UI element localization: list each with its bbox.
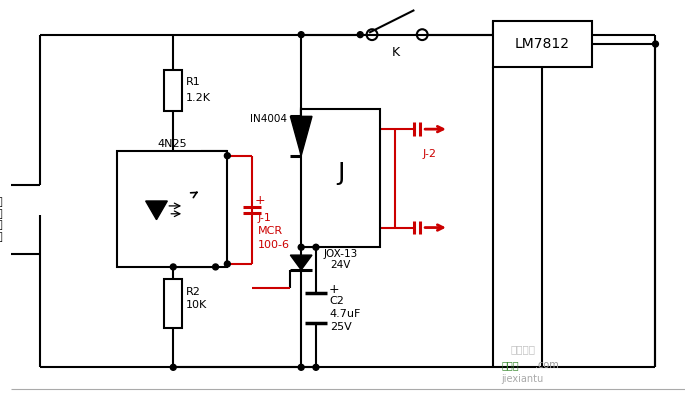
Circle shape [653,41,658,47]
Text: C2: C2 [329,296,345,306]
Text: MCR: MCR [258,226,283,236]
Text: R1: R1 [186,77,201,87]
Text: J: J [337,162,345,186]
Circle shape [298,364,304,370]
Text: J-2: J-2 [422,149,436,159]
Text: K: K [392,46,400,59]
Text: 25V: 25V [329,322,351,332]
Text: R2: R2 [186,286,201,296]
Circle shape [212,264,219,270]
Circle shape [313,244,319,250]
Text: 100-6: 100-6 [258,240,290,250]
Text: jiexiantu: jiexiantu [501,374,544,384]
Text: 1.2K: 1.2K [186,93,211,103]
Bar [493,21,592,67]
Bar [117,151,227,267]
Text: 24V: 24V [330,260,351,270]
Text: IN4004: IN4004 [251,114,288,124]
Circle shape [313,364,319,370]
Text: 音
频
输
入: 音 频 输 入 [0,197,2,242]
Circle shape [225,153,230,159]
Bar [164,279,182,328]
Circle shape [171,364,176,370]
Circle shape [171,264,176,270]
Text: 4.7uF: 4.7uF [329,309,361,319]
Circle shape [298,244,304,250]
Circle shape [298,32,304,38]
Bar [301,110,380,247]
Polygon shape [146,201,167,220]
Polygon shape [290,255,312,270]
Text: LM7812: LM7812 [515,37,570,51]
Text: JOX-13: JOX-13 [323,249,358,259]
Text: 4N25: 4N25 [158,139,187,149]
Text: +: + [255,194,266,206]
Text: 接线图: 接线图 [502,360,520,370]
Circle shape [358,32,363,38]
Text: +: + [329,283,339,296]
Bar [164,70,182,112]
Text: J-1: J-1 [258,213,272,223]
Text: 电工天下: 电工天下 [510,344,535,354]
Text: .com: .com [536,360,559,370]
Circle shape [225,261,230,267]
Polygon shape [290,116,312,156]
Text: 10K: 10K [186,300,208,310]
